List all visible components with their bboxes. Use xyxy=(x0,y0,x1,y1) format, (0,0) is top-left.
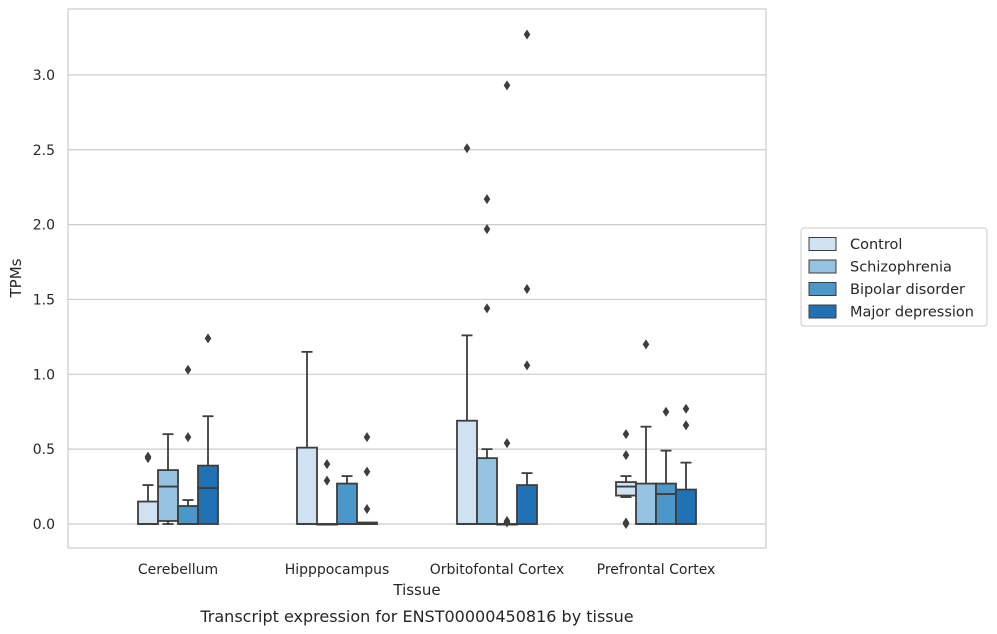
box-0-3 xyxy=(615,429,637,529)
box-iqr xyxy=(615,481,637,497)
outlier-point xyxy=(323,459,331,470)
legend-label: Major depression xyxy=(850,305,974,321)
y-tick-label: 0.0 xyxy=(33,517,55,533)
outlier-point xyxy=(523,360,531,371)
outlier-point xyxy=(363,466,371,477)
outlier-point xyxy=(323,475,331,486)
box-0-1 xyxy=(296,350,318,525)
outlier-point xyxy=(503,517,511,528)
box-iqr xyxy=(157,469,179,522)
outlier-point xyxy=(523,283,531,294)
outlier-point xyxy=(642,339,650,350)
x-tick-labels: Cerebellum Hipppocampus Orbitofontal Corte… xyxy=(138,562,715,578)
outlier-point xyxy=(682,403,690,414)
box-2-2 xyxy=(496,80,518,528)
outlier-point xyxy=(483,303,491,314)
box-2-1 xyxy=(336,475,358,525)
outlier-point xyxy=(204,333,212,344)
plot-background xyxy=(68,9,766,548)
box-iqr xyxy=(177,505,199,525)
y-tick-label: 1.0 xyxy=(33,367,55,383)
x-tick-label: Cerebellum xyxy=(138,562,218,578)
legend-swatch xyxy=(808,259,837,274)
outlier-point xyxy=(184,364,192,375)
outlier-point xyxy=(523,29,531,40)
outlier-point xyxy=(622,519,630,529)
box-iqr xyxy=(675,488,697,525)
outlier-point xyxy=(363,432,371,443)
legend-frame xyxy=(800,227,988,327)
y-tick-labels: 0.0 0.5 1.0 1.5 2.0 2.5 3.0 xyxy=(33,68,55,533)
outlier-point xyxy=(622,450,630,461)
box-2-3 xyxy=(655,406,677,525)
box-3-0 xyxy=(197,333,219,525)
x-tick-label: Orbitofontal Cortex xyxy=(430,562,565,578)
box-3-1 xyxy=(356,432,378,525)
legend-swatch xyxy=(808,237,837,251)
box-iqr xyxy=(635,482,657,525)
x-axis-label: Tissue xyxy=(392,581,440,599)
box-0-2 xyxy=(456,143,478,525)
outlier-point xyxy=(483,194,491,205)
gridlines xyxy=(68,74,766,525)
legend-swatch xyxy=(808,304,837,319)
outlier-point xyxy=(503,80,511,91)
y-tick-label: 2.5 xyxy=(33,143,55,159)
outlier-point xyxy=(184,432,192,443)
chart-caption: Transcript expression for ENST0000045081… xyxy=(199,607,633,626)
outlier-point xyxy=(363,504,371,515)
plot-frame xyxy=(67,8,767,549)
outlier-point xyxy=(622,429,630,440)
box-iqr xyxy=(197,464,219,525)
outlier-point xyxy=(483,224,491,235)
box-iqr xyxy=(137,500,159,525)
legend-swatch xyxy=(808,282,837,296)
y-tick-label: 0.5 xyxy=(33,442,55,458)
y-tick-label: 1.5 xyxy=(33,292,55,308)
legend: Control Schizophrenia Bipolar disorder Majo… xyxy=(800,227,988,327)
outlier-point xyxy=(682,420,690,431)
box-2-0 xyxy=(177,364,199,525)
y-tick-label: 2.0 xyxy=(33,218,55,234)
outlier-point xyxy=(463,143,471,154)
box-iqr xyxy=(655,482,677,525)
box-1-3 xyxy=(635,339,657,525)
box-groups xyxy=(137,29,697,529)
box-3-2 xyxy=(516,29,538,525)
legend-label: Bipolar disorder xyxy=(850,282,965,298)
outlier-point xyxy=(144,451,152,462)
box-1-0 xyxy=(157,433,179,525)
box-3-3 xyxy=(675,403,697,525)
box-iqr xyxy=(296,446,318,525)
box-iqr xyxy=(516,484,538,525)
box-iqr xyxy=(476,457,498,525)
outlier-point xyxy=(662,406,670,417)
legend-label: Schizophrenia xyxy=(850,260,952,276)
box-iqr xyxy=(456,419,478,525)
legend-label: Control xyxy=(850,237,902,253)
x-tick-label: Hipppocampus xyxy=(285,562,390,578)
y-axis-label: TPMs xyxy=(7,258,25,298)
y-tick-label: 3.0 xyxy=(33,68,55,84)
outlier-point xyxy=(503,438,511,449)
box-iqr xyxy=(336,482,358,525)
box-1-2 xyxy=(476,194,498,525)
x-tick-label: Prefrontal Cortex xyxy=(597,562,716,578)
